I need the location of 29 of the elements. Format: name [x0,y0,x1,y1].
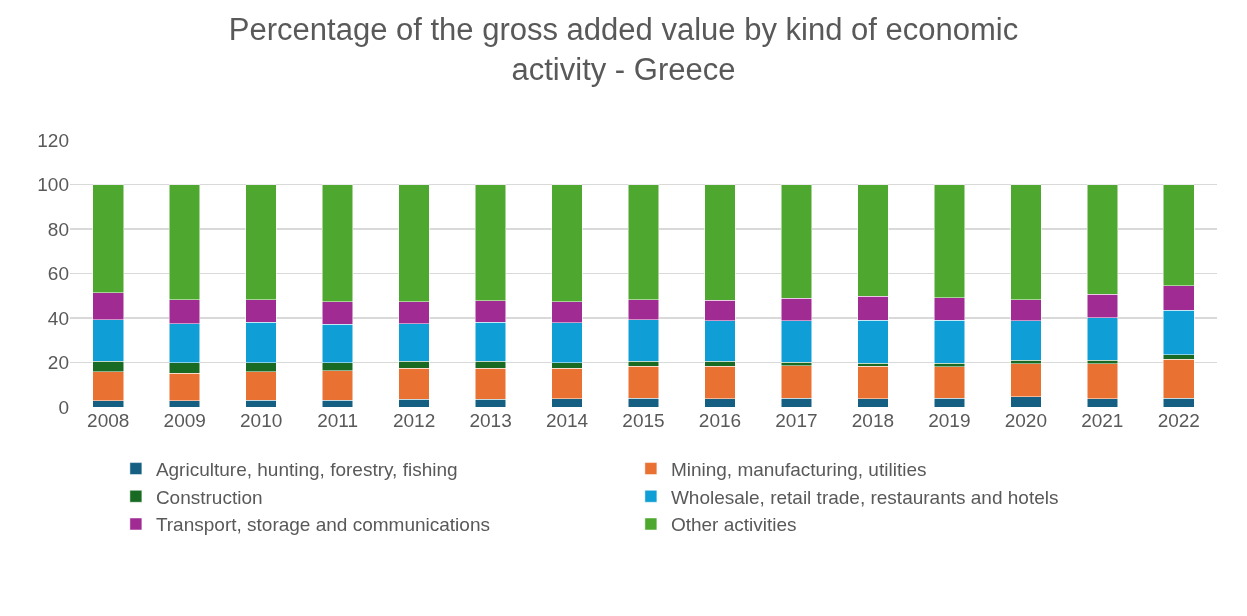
x-tick-label: 2008 [87,410,130,431]
x-tick-label: 2015 [622,410,665,431]
legend-label: Transport, storage and communications [155,514,490,536]
x-tick-label: 2019 [928,410,971,431]
y-tick-label: 20 [47,352,69,374]
x-tick-label: 2014 [545,410,589,431]
y-tick-label: 120 [37,129,69,151]
y-tick-label: 60 [47,263,69,285]
x-tick-label: 2021 [1081,410,1124,431]
x-tick-label: 2011 [317,410,359,431]
x-tick-label: 2017 [775,410,818,431]
x-tick-label: 2009 [163,410,206,431]
y-tick-label: 0 [58,396,69,418]
y-tick-label: 80 [47,218,69,240]
legend-label: Mining, manufacturing, utilities [670,458,927,480]
legend-label: Agriculture, hunting, forestry, fishing [155,458,458,480]
x-tick-label: 2013 [469,410,512,431]
y-tick-label: 40 [47,307,69,329]
x-tick-label: 2010 [240,410,283,431]
x-tick-label: 2020 [1004,410,1047,431]
x-tick-label: 2016 [698,410,742,431]
x-tick-label: 2022 [1157,410,1200,431]
legend-label: Construction [155,486,263,508]
legend-label: Wholesale, retail trade, restaurants and hotels [670,486,1059,508]
chart-title: Percentage of the gross added value by kind of economic activity - Greece [228,12,1019,88]
x-tick-label: 2018 [851,410,895,431]
y-tick-label: 100 [37,174,69,196]
legend-label: Other activities [670,514,797,536]
x-tick-label: 2012 [392,410,436,431]
